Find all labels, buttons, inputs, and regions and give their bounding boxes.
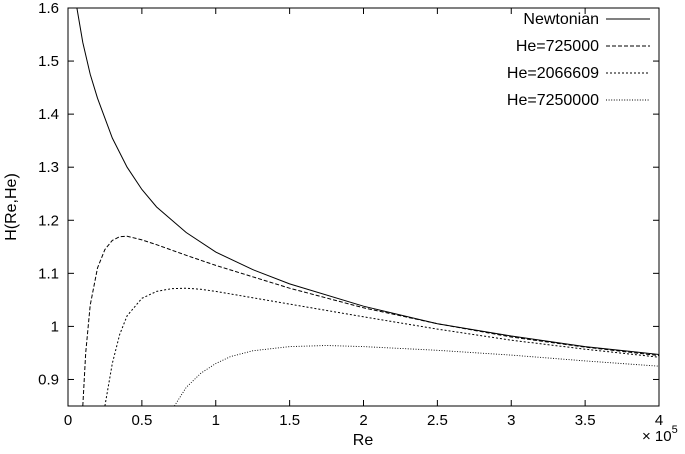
x-tick-label: 1 <box>212 412 220 429</box>
y-tick-label: 0.9 <box>38 371 59 388</box>
legend-label: He=725000 <box>516 38 599 55</box>
y-tick-label: 1.1 <box>38 265 59 282</box>
y-tick-label: 1.2 <box>38 212 59 229</box>
x-tick-label: 0 <box>64 412 72 429</box>
y-tick-label: 1 <box>51 318 59 335</box>
legend-label: Newtonian <box>523 11 599 28</box>
x-tick-label: 4 <box>655 412 663 429</box>
legend: Newtonian He=725000 He=2066609 He=7250000 <box>507 11 650 109</box>
y-tick-label: 1.3 <box>38 159 59 176</box>
legend-label: He=7250000 <box>507 92 599 109</box>
legend-label: He=2066609 <box>507 65 599 82</box>
x-tick-label: 2 <box>359 412 367 429</box>
y-tick-label: 1.6 <box>38 0 59 17</box>
series-layer <box>76 8 659 406</box>
x-multiplier: × 105 <box>642 424 678 445</box>
x-tick-label: 0.5 <box>131 412 152 429</box>
axis-ticks: 0 0.5 1 1.5 2 2.5 3 3.5 4 0.9 1 1.1 1.2 1.3 1.4 1.5 1.6 <box>38 0 663 429</box>
x-multiplier-exponent: 5 <box>672 424 678 436</box>
series-line-3 <box>104 287 659 406</box>
series-line-4 <box>174 345 659 406</box>
series-line-1 <box>76 8 659 355</box>
x-axis-label: Re <box>353 432 374 449</box>
x-tick-label: 2.5 <box>427 412 448 429</box>
x-tick-label: 3.5 <box>575 412 596 429</box>
x-tick-label: 3 <box>507 412 515 429</box>
x-tick-label: 1.5 <box>279 412 300 429</box>
y-tick-label: 1.5 <box>38 53 59 70</box>
y-axis-label: H(Re,He) <box>3 173 20 241</box>
y-tick-label: 1.4 <box>38 106 59 123</box>
series-line-2 <box>82 235 659 406</box>
x-multiplier-base: × 10 <box>642 428 672 445</box>
